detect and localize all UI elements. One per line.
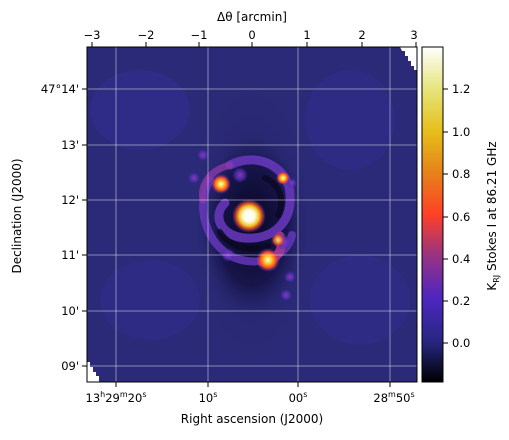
colorbar: 1.2 1.0 0.8 0.6 0.4 0.2 0.0 KRJ Stokes I… (421, 46, 501, 383)
ra-tick-label: 13h29m20s (86, 390, 147, 405)
bottom-axis-label: Right ascension (J2000) (181, 412, 323, 426)
sky-map-image (87, 47, 417, 382)
top-axis-label: Δθ [arcmin] (217, 10, 287, 24)
top-tick-label: 1 (303, 28, 310, 42)
dec-tick-label: 12' (61, 193, 79, 207)
top-tick-label: 2 (358, 28, 365, 42)
colorbar-tick-label: 1.2 (452, 82, 470, 96)
colorbar-tick-label: 1.0 (452, 125, 470, 139)
ra-tick-label: 00s (289, 390, 308, 405)
dec-tick-label: 11' (61, 248, 79, 262)
dec-tick-label: 13' (61, 138, 79, 152)
ra-tick-label: 10s (199, 390, 218, 405)
colorbar-tick-label: 0.0 (452, 336, 470, 350)
top-tick-label: 3 (410, 28, 417, 42)
dec-tick-label: 09' (61, 359, 79, 373)
top-axis: −3 −2 −1 0 1 2 3 Δθ [arcmin] (84, 10, 418, 47)
ra-tick-label: 28m50s (373, 390, 414, 405)
colorbar-gradient (421, 46, 444, 383)
colorbar-tick-label: 0.8 (452, 167, 470, 181)
colorbar-label: KRJ Stokes I at 86.21 GHz (485, 141, 501, 290)
left-axis: 47°14' 13' 12' 11' 10' 09' Declination (… (10, 82, 87, 373)
top-tick-label: 0 (248, 28, 255, 42)
colorbar-tick-label: 0.2 (452, 294, 470, 308)
left-axis-label: Declination (J2000) (10, 158, 24, 273)
top-tick-label: −2 (138, 28, 155, 42)
top-tick-label: −3 (84, 28, 101, 42)
dec-tick-label: 10' (61, 304, 79, 318)
bottom-axis: 13h29m20s 10s 00s 28m50s Right ascension… (86, 382, 415, 426)
top-tick-label: −1 (191, 28, 208, 42)
dec-tick-label: 47°14' (41, 82, 79, 96)
colorbar-tick-label: 0.4 (452, 252, 470, 266)
colorbar-tick-label: 0.6 (452, 210, 470, 224)
coordinate-grid (87, 47, 417, 382)
